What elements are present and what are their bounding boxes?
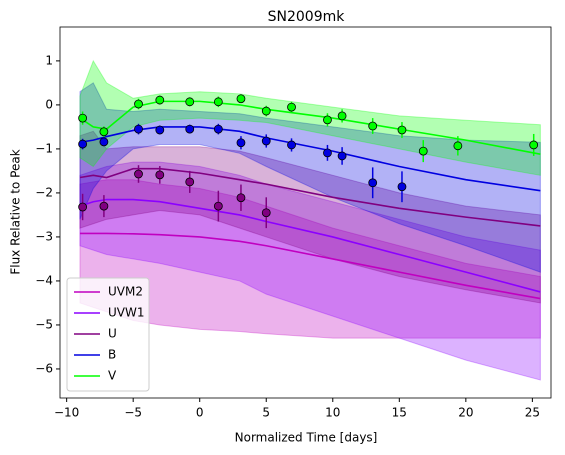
chart-title: SN2009mk	[268, 9, 346, 25]
data-point	[213, 97, 223, 107]
data-point	[323, 115, 332, 125]
data-point	[337, 111, 347, 121]
x-axis-label: Normalized Time [days]	[235, 431, 378, 445]
x-tick-label: −5	[124, 406, 142, 420]
data-point	[368, 178, 378, 188]
data-point	[337, 151, 347, 161]
y-tick-label: −6	[35, 361, 53, 375]
data-point	[236, 138, 246, 148]
legend-label: U	[108, 327, 117, 341]
x-tick-label: 15	[392, 406, 407, 420]
legend-label: UVW1	[108, 306, 145, 320]
data-point	[78, 202, 88, 212]
data-point	[155, 170, 165, 180]
data-point	[134, 169, 143, 179]
confidence-band	[79, 161, 541, 381]
y-tick-label: −4	[35, 273, 53, 287]
plot-frame	[59, 26, 552, 399]
data-point	[529, 140, 539, 150]
x-tick-label: 0	[196, 406, 204, 420]
data-point	[155, 95, 165, 105]
data-point	[185, 177, 195, 187]
data-point	[287, 102, 296, 112]
data-point	[236, 94, 246, 104]
legend-label: B	[108, 348, 116, 362]
y-tick-label: 0	[45, 97, 53, 111]
data-point	[368, 121, 378, 131]
x-tick-label: −10	[54, 406, 79, 420]
legend-box	[66, 277, 150, 392]
data-point	[261, 208, 271, 218]
confidence-band	[79, 130, 541, 304]
data-point	[134, 124, 143, 134]
y-tick-label: −2	[35, 185, 53, 199]
y-tick-label: −5	[35, 317, 53, 331]
data-point	[453, 141, 463, 151]
data-point	[213, 124, 223, 134]
plot-area	[78, 59, 541, 381]
data-point	[99, 201, 109, 211]
data-point	[99, 127, 109, 137]
data-point	[418, 146, 428, 156]
x-tick-label: 10	[325, 406, 340, 420]
data-point	[78, 113, 88, 123]
y-tick-label: 1	[45, 53, 53, 67]
data-point	[99, 137, 109, 147]
data-point	[397, 125, 407, 135]
data-point	[134, 99, 143, 109]
data-point	[323, 148, 332, 158]
model-line	[79, 232, 541, 300]
confidence-band	[79, 179, 541, 339]
legend-label: V	[108, 369, 117, 383]
x-tick-label: 20	[458, 406, 473, 420]
confidence-band	[79, 59, 541, 176]
y-tick-label: −3	[35, 229, 53, 243]
x-tick-label: 25	[525, 406, 540, 420]
y-tick-label: −1	[35, 141, 53, 155]
data-point	[236, 193, 246, 203]
y-axis-label: Flux Relative to Peak	[9, 149, 23, 274]
data-point	[261, 136, 271, 146]
data-point	[397, 182, 407, 192]
model-line	[79, 167, 541, 227]
data-point	[185, 124, 195, 134]
legend-label: UVM2	[108, 285, 143, 299]
data-point	[213, 201, 223, 211]
data-point	[185, 97, 195, 107]
data-point	[287, 140, 296, 150]
x-tick-label: 5	[262, 406, 270, 420]
confidence-band	[79, 82, 541, 273]
data-point	[261, 106, 271, 116]
data-point	[155, 125, 165, 135]
data-point	[78, 139, 88, 149]
